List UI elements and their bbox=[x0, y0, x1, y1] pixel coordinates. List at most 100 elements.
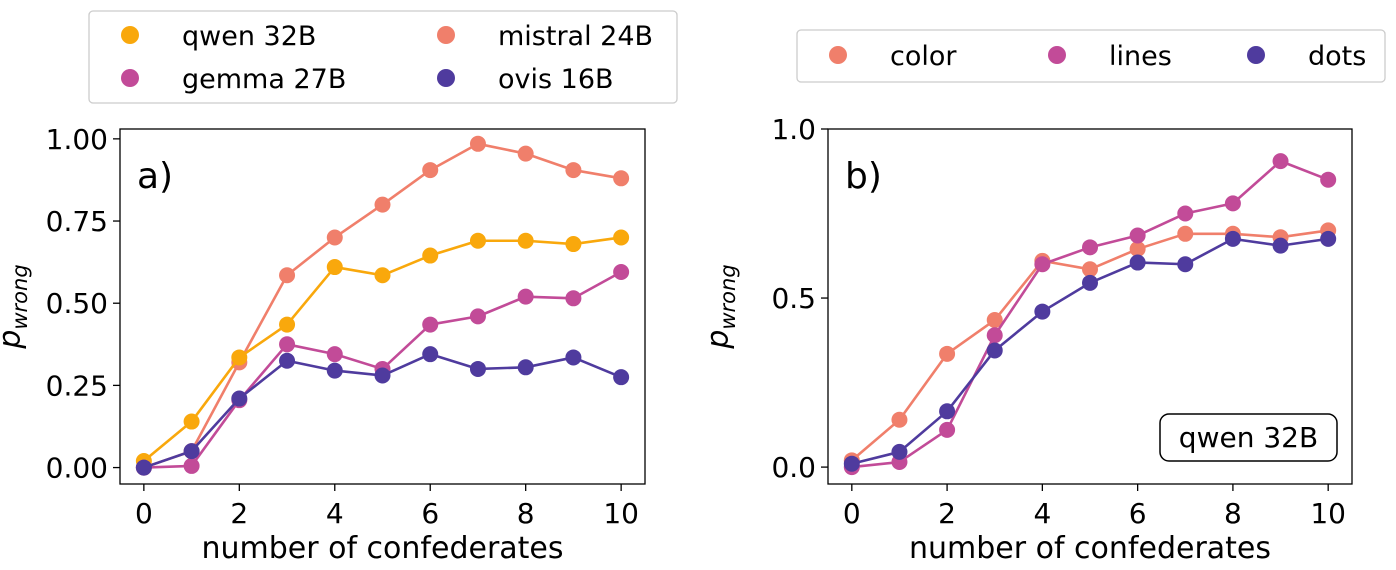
data-point-mistral-24B-6 bbox=[422, 162, 439, 179]
data-point-lines-9 bbox=[1272, 153, 1289, 170]
data-point-qwen-32B-2 bbox=[231, 349, 248, 366]
legend-marker-gemma-27B bbox=[121, 69, 139, 87]
data-point-gemma-27B-9 bbox=[565, 290, 582, 307]
y-tick-label: 0.25 bbox=[46, 369, 108, 402]
x-tick-label: 10 bbox=[603, 497, 639, 530]
y-axis-label-main: p bbox=[0, 330, 28, 350]
data-point-dots-5 bbox=[1082, 274, 1098, 291]
legend-entry-color: color bbox=[890, 41, 957, 72]
annotation-text: qwen 32B bbox=[1179, 421, 1318, 454]
y-axis-label-subscript: wrong bbox=[8, 264, 32, 329]
data-point-lines-10 bbox=[1320, 171, 1337, 188]
data-point-gemma-27B-7 bbox=[469, 308, 486, 325]
data-point-color-6 bbox=[1129, 241, 1146, 258]
data-point-dots-7 bbox=[1177, 256, 1194, 273]
data-point-dots-6 bbox=[1129, 254, 1146, 271]
data-point-mistral-24B-8 bbox=[517, 145, 534, 162]
data-point-ovis-16B-5 bbox=[374, 367, 391, 384]
data-point-mistral-24B-10 bbox=[613, 170, 630, 187]
data-point-mistral-24B-7 bbox=[469, 135, 486, 152]
y-tick-label: 0.0 bbox=[771, 451, 816, 484]
data-point-color-2 bbox=[939, 345, 956, 362]
data-point-qwen-32B-10 bbox=[613, 229, 630, 246]
legend-marker-dots bbox=[1247, 46, 1265, 64]
x-tick-label: 0 bbox=[135, 497, 153, 530]
data-point-dots-8 bbox=[1224, 230, 1241, 247]
legend: qwen 32B mistral 24B gemma 27B ovis 16B bbox=[88, 10, 678, 104]
data-point-dots-4 bbox=[1034, 303, 1051, 320]
axes-frame bbox=[119, 128, 646, 485]
data-point-lines-5 bbox=[1082, 239, 1098, 256]
legend-entry-mistral-24B: mistral 24B bbox=[498, 21, 653, 52]
y-tick-label: 1.00 bbox=[46, 123, 108, 156]
data-point-gemma-27B-6 bbox=[422, 316, 439, 333]
data-point-qwen-32B-8 bbox=[517, 232, 534, 249]
y-tick-label: 0.00 bbox=[46, 452, 108, 485]
data-point-mistral-24B-9 bbox=[565, 162, 582, 179]
legend-entry-ovis-16B: ovis 16B bbox=[498, 64, 614, 95]
series-line-mistral-24B bbox=[143, 142, 622, 469]
x-tick-label: 2 bbox=[938, 497, 956, 530]
y-axis-label: pwrong bbox=[701, 264, 740, 349]
y-axis-label: pwrong bbox=[0, 264, 32, 349]
data-point-ovis-16B-7 bbox=[469, 360, 486, 377]
y-tick-label: 0.5 bbox=[771, 282, 816, 315]
x-tick-label: 6 bbox=[1129, 497, 1147, 530]
data-point-lines-8 bbox=[1224, 195, 1241, 212]
legend-entry-lines: lines bbox=[1109, 41, 1172, 72]
legend-marker-ovis-16B bbox=[437, 69, 455, 87]
x-tick-label: 4 bbox=[1033, 497, 1051, 530]
data-point-gemma-27B-8 bbox=[517, 288, 534, 305]
data-point-color-5 bbox=[1082, 261, 1098, 278]
data-point-ovis-16B-8 bbox=[517, 359, 534, 376]
panel-label: a) bbox=[137, 156, 173, 197]
data-point-lines-6 bbox=[1129, 227, 1146, 244]
legend-entry-qwen-32B: qwen 32B bbox=[182, 21, 316, 52]
data-point-lines-2 bbox=[939, 421, 956, 438]
legend-marker-mistral-24B bbox=[437, 26, 455, 44]
y-tick-label: 0.50 bbox=[46, 287, 108, 320]
data-point-qwen-32B-6 bbox=[422, 247, 439, 264]
x-axis-label: number of confederates bbox=[201, 531, 563, 566]
data-point-ovis-16B-9 bbox=[565, 349, 582, 366]
x-tick-label: 2 bbox=[230, 497, 248, 530]
legend-marker-lines bbox=[1048, 46, 1066, 64]
legend-marker-qwen-32B bbox=[121, 26, 139, 44]
data-point-dots-2 bbox=[939, 403, 956, 420]
data-point-mistral-24B-5 bbox=[374, 196, 391, 213]
data-point-qwen-32B-1 bbox=[183, 413, 200, 430]
data-point-ovis-16B-6 bbox=[422, 346, 439, 363]
x-tick-label: 8 bbox=[517, 497, 535, 530]
data-point-gemma-27B-4 bbox=[326, 346, 343, 363]
x-tick-label: 4 bbox=[326, 497, 344, 530]
annotation-box bbox=[1159, 413, 1338, 462]
chart-panel-b: 0 2 4 6 8 10 0.0 0.5 1.0 number of confederates pw… bbox=[701, 29, 1386, 566]
data-point-color-3 bbox=[986, 312, 1003, 329]
data-point-dots-10 bbox=[1320, 230, 1337, 247]
data-point-color-7 bbox=[1177, 225, 1194, 242]
legend-entry-dots: dots bbox=[1308, 41, 1366, 72]
data-point-gemma-27B-10 bbox=[613, 263, 630, 280]
data-point-gemma-27B-3 bbox=[279, 336, 296, 353]
data-point-color-1 bbox=[891, 411, 908, 428]
data-point-ovis-16B-1 bbox=[183, 443, 200, 460]
data-point-qwen-32B-4 bbox=[326, 259, 343, 276]
chart-panel-a: 0 2 4 6 8 10 0.00 0.25 0.50 0.75 1.00 number of con… bbox=[0, 10, 678, 566]
data-point-dots-0 bbox=[843, 455, 860, 472]
y-tick-label: 0.75 bbox=[46, 205, 108, 238]
y-axis-label-subscript: wrong bbox=[716, 264, 740, 329]
data-point-lines-4 bbox=[1034, 256, 1051, 273]
legend-frame bbox=[796, 29, 1386, 83]
data-point-qwen-32B-7 bbox=[469, 232, 486, 249]
y-axis-label-main: p bbox=[701, 330, 736, 350]
data-point-qwen-32B-3 bbox=[279, 316, 296, 333]
data-point-dots-3 bbox=[986, 342, 1003, 359]
x-tick-label: 6 bbox=[421, 497, 439, 530]
data-point-gemma-27B-1 bbox=[183, 457, 200, 474]
data-point-ovis-16B-4 bbox=[326, 362, 343, 379]
legend: color lines dots bbox=[796, 29, 1386, 83]
legend-marker-color bbox=[829, 46, 847, 64]
x-tick-label: 0 bbox=[843, 497, 861, 530]
